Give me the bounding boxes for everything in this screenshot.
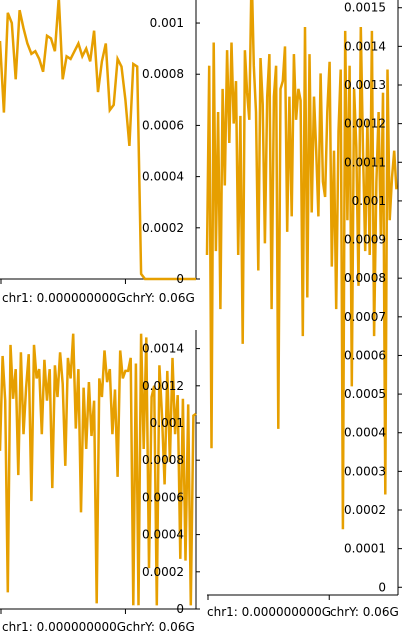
y-tick-label: 0 — [378, 580, 386, 594]
series-line — [0, 333, 197, 606]
y-tick-label: 0.0004 — [142, 528, 184, 542]
x-tick-label: chr1: 0.000000000G — [2, 620, 126, 634]
series-line — [205, 0, 398, 530]
x-tick-label: chrY: 0.06G — [126, 620, 195, 634]
y-tick-label: 0.0013 — [344, 78, 386, 92]
y-tick-label: 0.0002 — [142, 221, 184, 235]
y-tick-label: 0.0011 — [344, 155, 386, 169]
y-tick-label: 0.0005 — [344, 387, 386, 401]
x-tick-label: chrY: 0.06G — [126, 291, 195, 305]
y-tick-label: 0.0006 — [142, 118, 184, 132]
y-tick-label: 0.0002 — [344, 503, 386, 517]
chart-right: 0 0.0001 0.0002 0.0003 0.0004 0.0005 0.0006 0.0… — [205, 0, 402, 619]
y-tick-label: 0.0012 — [142, 379, 184, 393]
y-tick-label: 0.0003 — [344, 464, 386, 478]
x-tick-label: chr1: 0.000000000G — [2, 291, 126, 305]
y-tick-label: 0.0009 — [344, 233, 386, 247]
y-tick-label: 0.0012 — [344, 117, 386, 131]
y-tick-label: 0.001 — [150, 16, 184, 30]
y-tick-label: 0.0004 — [344, 426, 386, 440]
y-tick-label: 0.0014 — [344, 39, 386, 53]
y-tick-label: 0.0008 — [344, 271, 386, 285]
y-tick-label: 0.0007 — [344, 310, 386, 324]
chart-bottom-left: 0 0.0002 0.0004 0.0006 0.0008 0.001 0.0012 0.00… — [0, 330, 200, 634]
y-tick-label: 0 — [176, 272, 184, 286]
x-tick-label: chr1: 0.000000000G — [207, 605, 331, 619]
y-tick-label: 0.0006 — [344, 348, 386, 362]
y-tick-label: 0.0015 — [344, 1, 386, 15]
chart-top-left: 0 0.0002 0.0004 0.0006 0.0008 0.001 chr1: 0.00… — [0, 0, 200, 305]
y-tick-label: 0 — [176, 602, 184, 616]
x-tick-label: chrY: 0.06G — [330, 605, 399, 619]
y-tick-label: 0.0002 — [142, 565, 184, 579]
y-tick-label: 0.0008 — [142, 453, 184, 467]
y-tick-label: 0.0004 — [142, 170, 184, 184]
y-tick-label: 0.0008 — [142, 67, 184, 81]
series-line — [0, 0, 196, 281]
y-tick-label: 0.0006 — [142, 490, 184, 504]
y-tick-label: 0.001 — [352, 194, 386, 208]
y-tick-label: 0.0001 — [344, 542, 386, 556]
y-tick-label: 0.0014 — [142, 342, 184, 356]
y-tick-label: 0.001 — [150, 416, 184, 430]
